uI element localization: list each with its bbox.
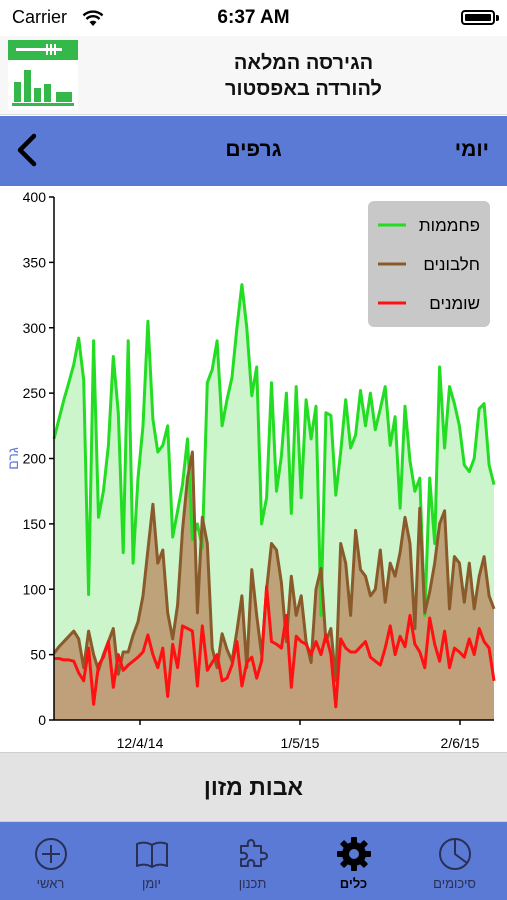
y-tick-label: 150 — [23, 516, 47, 532]
series-line-2 — [54, 585, 496, 709]
legend-label-0: פחממות — [419, 216, 480, 235]
legend-label-2: שומנים — [429, 294, 480, 313]
x-tick-label: 1/5/15 — [281, 735, 320, 751]
promo-line1: הגירסה המלאה — [233, 52, 374, 74]
legend-box — [368, 201, 490, 327]
carrier-label: Carrier — [12, 7, 68, 27]
food-groups-button[interactable]: אבות מזון — [0, 752, 507, 822]
x-tick-label: 12/4/14 — [117, 735, 164, 751]
tab-journal-label: יומן — [141, 876, 162, 891]
period-selector-button[interactable]: יומי — [454, 138, 489, 161]
tab-tools[interactable]: כלים — [303, 822, 404, 900]
tab-tools-label: כלים — [339, 876, 368, 891]
battery-tip — [496, 15, 499, 21]
wifi-icon — [82, 10, 104, 26]
tab-home-label: ראשי — [36, 876, 65, 891]
puzzle-icon — [240, 839, 268, 867]
promo-banner[interactable]: הגירסה המלאה להורדה באפסטור — [0, 36, 507, 115]
battery-icon — [461, 10, 495, 25]
nutrients-chart: 0 50 100 150 200 250 300 350 400 גרם 12/4/14 1/5/15… — [0, 186, 507, 752]
legend-label-1: חלבונים — [423, 255, 480, 274]
tab-summaries[interactable]: סיכומים — [404, 822, 505, 900]
status-bar: Carrier 6:37 AM — [0, 0, 507, 36]
chevron-left-icon[interactable] — [8, 130, 48, 170]
y-tick-label: 300 — [23, 320, 47, 336]
promo-text: הגירסה המלאה להורדה באפסטור — [120, 50, 487, 102]
tab-journal[interactable]: יומן — [101, 822, 202, 900]
series-line-1 — [52, 450, 496, 683]
y-tick-label: 200 — [23, 451, 47, 467]
page-title: גרפים — [225, 138, 282, 161]
app-logo-icon — [8, 40, 78, 110]
y-tick-label: 400 — [23, 189, 47, 205]
promo-line2: להורדה באפסטור — [225, 78, 382, 100]
pie-chart-icon — [439, 838, 471, 870]
series-area-2 — [54, 586, 494, 720]
navigation-bar: גרפים יומי — [0, 116, 507, 186]
series-line-0 — [52, 283, 496, 617]
book-icon — [136, 841, 168, 868]
tab-planning-label: תכנון — [238, 876, 267, 891]
clock: 6:37 AM — [217, 7, 290, 28]
y-axis-label: גרם — [5, 447, 21, 470]
tab-home[interactable]: ראשי — [0, 822, 101, 900]
y-tick-label: 350 — [23, 254, 47, 270]
y-tick-label: 0 — [38, 712, 46, 728]
y-tick-label: 250 — [23, 385, 47, 401]
x-tick-label: 2/6/15 — [441, 735, 480, 751]
tab-planning[interactable]: תכנון — [202, 822, 303, 900]
plus-circle-icon — [35, 838, 67, 870]
tab-summaries-label: סיכומים — [433, 876, 476, 891]
y-tick-label: 50 — [30, 647, 46, 663]
y-tick-label: 100 — [23, 581, 47, 597]
gear-icon — [337, 837, 371, 871]
chart-canvas: 0 50 100 150 200 250 300 350 400 גרם 12/4/14 1/5/15… — [5, 189, 496, 751]
tab-bar: ראשי יומן תכנון כלים — [0, 822, 507, 900]
